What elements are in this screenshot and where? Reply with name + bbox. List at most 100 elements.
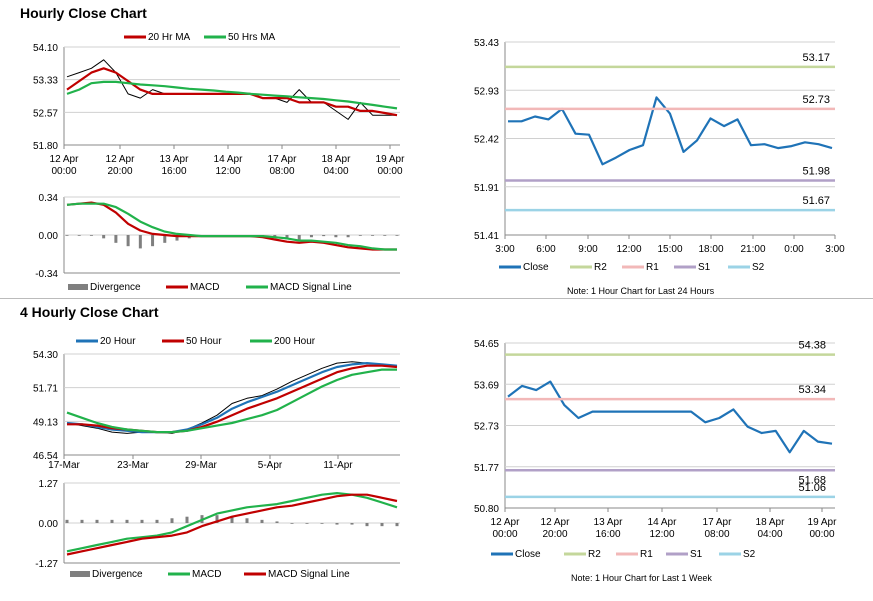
four-hourly-macd-divergence-bar — [350, 523, 354, 525]
hourly-24h-x-tick-label: 3:00 — [495, 244, 515, 255]
four-hourly-macd-divergence-bar — [305, 523, 309, 524]
four-hourly-macd-macd-line — [66, 492, 398, 553]
four-hourly-macd-divergence-bar — [80, 519, 84, 523]
four-hourly-macd-divergence-bar — [125, 519, 129, 523]
four-hourly-macd-divergence-bar — [170, 518, 174, 523]
hourly-macd-divergence-bar — [163, 235, 167, 243]
four-hourly-macd-divergence-bar — [155, 519, 159, 523]
hourly-24h-legend-s1-label: S1 — [698, 262, 711, 273]
hourly-macd-divergence-bar — [395, 235, 399, 236]
four-hourly-macd-divergence-bar — [65, 519, 69, 523]
four-hourly-macd-macd-signal-line-line — [66, 493, 398, 556]
hourly-24h-legend-close-label: Close — [523, 262, 549, 273]
hourly-price-y-tick-label: 53.33 — [33, 76, 58, 87]
four-hourly-macd-legend-macd-label: MACD — [192, 569, 221, 580]
four-hourly-price-x-tick-label: 23-Mar — [117, 460, 149, 471]
hourly-macd-divergence-bar — [77, 235, 81, 236]
hourly-macd-divergence-bar — [65, 235, 69, 236]
hourly-24h-close-line — [508, 96, 833, 166]
four-hourly-week-x-tick-label: 16:00 — [595, 529, 620, 540]
hourly-price-x-tick-label: 08:00 — [269, 166, 294, 177]
hourly-price-50-hrs-ma-line — [66, 80, 398, 110]
four-hourly-week-s1-level-label: 51.68 — [798, 474, 826, 486]
hourly-24h-y-tick-label: 53.43 — [474, 38, 499, 49]
hourly-24h-y-tick-label: 51.41 — [474, 231, 499, 242]
hourly-macd-legend-divergence-label: Divergence — [90, 282, 141, 293]
hourly-24h-x-tick-label: 3:00 — [825, 244, 845, 255]
four-hourly-week-x-tick-label: 17 Apr — [703, 517, 733, 528]
hourly-macd-divergence-bar — [358, 235, 362, 236]
hourly-macd-legend-macd-label: MACD — [190, 282, 219, 293]
hourly-macd-divergence-bar — [334, 235, 338, 238]
hourly-macd-y-tick-label: 0.00 — [39, 231, 59, 242]
four-hourly-week-r2-level-label: 54.38 — [798, 340, 826, 352]
four-hourly-week-x-tick-label: 13 Apr — [594, 517, 624, 528]
four-hourly-week-y-tick-label: 51.77 — [474, 463, 499, 474]
hourly-price-x-tick-label: 19 Apr — [376, 154, 406, 165]
four-hourly-macd-y-tick-label: -1.27 — [35, 559, 58, 570]
hourly-24h-legend-s2-label: S2 — [752, 262, 765, 273]
four-hourly-macd-divergence-bar — [275, 521, 279, 523]
hourly-24h-r2-level-label: 53.17 — [802, 52, 830, 64]
four-hourly-week-y-tick-label: 52.73 — [474, 422, 499, 433]
four-hourly-macd-legend-macd-signal-line-label: MACD Signal Line — [268, 569, 350, 580]
hourly-24h-x-tick-label: 15:00 — [657, 244, 682, 255]
hourly-macd-divergence-bar — [346, 235, 350, 238]
four-hourly-week-legend-r2-label: R2 — [588, 549, 601, 560]
hourly-macd-divergence-bar — [297, 235, 301, 240]
hourly-macd-y-tick-label: -0.34 — [35, 269, 58, 280]
hourly-macd-y-tick-label: 0.34 — [39, 193, 59, 204]
hourly-price-x-tick-label: 20:00 — [107, 166, 132, 177]
four-hourly-price-x-tick-label: 11-Apr — [323, 460, 353, 471]
four-hourly-week-y-tick-label: 54.65 — [474, 339, 499, 350]
hourly-price-x-tick-label: 12:00 — [215, 166, 240, 177]
hourly-section-title: Hourly Close Chart — [20, 5, 147, 21]
hourly-price-legend-50-hrs-ma-label: 50 Hrs MA — [228, 32, 276, 43]
four-hourly-macd-y-tick-label: 1.27 — [39, 479, 59, 490]
hourly-macd-divergence-bar — [102, 235, 106, 239]
four-hourly-macd-divergence-bar — [185, 516, 189, 523]
four-hourly-week-x-tick-label: 12 Apr — [541, 517, 571, 528]
four-hourly-price-legend-200-hour-label: 200 Hour — [274, 336, 316, 347]
hourly-price-x-tick-label: 12 Apr — [106, 154, 136, 165]
hourly-24h-y-tick-label: 52.93 — [474, 86, 499, 97]
hourly-price-y-tick-label: 51.80 — [33, 141, 58, 152]
four-hourly-macd-divergence-bar — [140, 519, 144, 523]
hourly-macd-legend-divergence-swatch — [68, 284, 88, 290]
hourly-24h-x-tick-label: 12:00 — [616, 244, 641, 255]
four-hourly-macd-divergence-bar — [260, 519, 264, 523]
four-hourly-week-x-tick-label: 00:00 — [492, 529, 517, 540]
four-hourly-macd-divergence-bar — [290, 523, 294, 524]
hourly-price-price-line — [66, 59, 397, 120]
four-hourly-macd-divergence-bar — [335, 523, 339, 525]
hourly-macd-divergence-bar — [309, 235, 313, 238]
four-hourly-macd-divergence-bar — [245, 518, 249, 523]
hourly-price-x-tick-label: 18 Apr — [322, 154, 352, 165]
four-hourly-macd-y-tick-label: 0.00 — [39, 519, 59, 530]
hourly-note: Note: 1 Hour Chart for Last 24 Hours — [567, 286, 715, 296]
hourly-macd-divergence-bar — [285, 235, 289, 240]
hourly-price-y-tick-label: 52.57 — [33, 108, 58, 119]
four-hourly-week-x-tick-label: 19 Apr — [808, 517, 838, 528]
hourly-price-x-tick-label: 00:00 — [51, 166, 76, 177]
hourly-24h-y-tick-label: 52.42 — [474, 135, 499, 146]
hourly-24h-x-tick-label: 21:00 — [740, 244, 765, 255]
four-hourly-price-y-tick-label: 49.13 — [33, 417, 58, 428]
hourly-price-x-tick-label: 14 Apr — [214, 154, 244, 165]
four-hourly-week-legend-r1-label: R1 — [640, 549, 653, 560]
hourly-price-legend-20-hr-ma-label: 20 Hr MA — [148, 32, 191, 43]
four-hourly-week-legend-close-label: Close — [515, 549, 541, 560]
four-hourly-week-x-tick-label: 04:00 — [757, 529, 782, 540]
hourly-24h-y-tick-label: 51.91 — [474, 183, 499, 194]
hourly-price-x-tick-label: 00:00 — [377, 166, 402, 177]
hourly-macd-legend-macd-signal-line-label: MACD Signal Line — [270, 282, 352, 293]
hourly-macd-divergence-bar — [175, 235, 179, 241]
four-hourly-week-x-tick-label: 14 Apr — [648, 517, 678, 528]
four-hourly-macd-divergence-bar — [95, 519, 99, 523]
four-hourly-macd-divergence-bar — [320, 523, 324, 524]
four-hourly-week-y-tick-label: 50.80 — [474, 504, 499, 515]
four-hourly-price-y-tick-label: 54.30 — [33, 350, 58, 361]
four-hourly-price-x-tick-label: 29-Mar — [185, 460, 217, 471]
four-hourly-week-legend-s1-label: S1 — [690, 549, 703, 560]
